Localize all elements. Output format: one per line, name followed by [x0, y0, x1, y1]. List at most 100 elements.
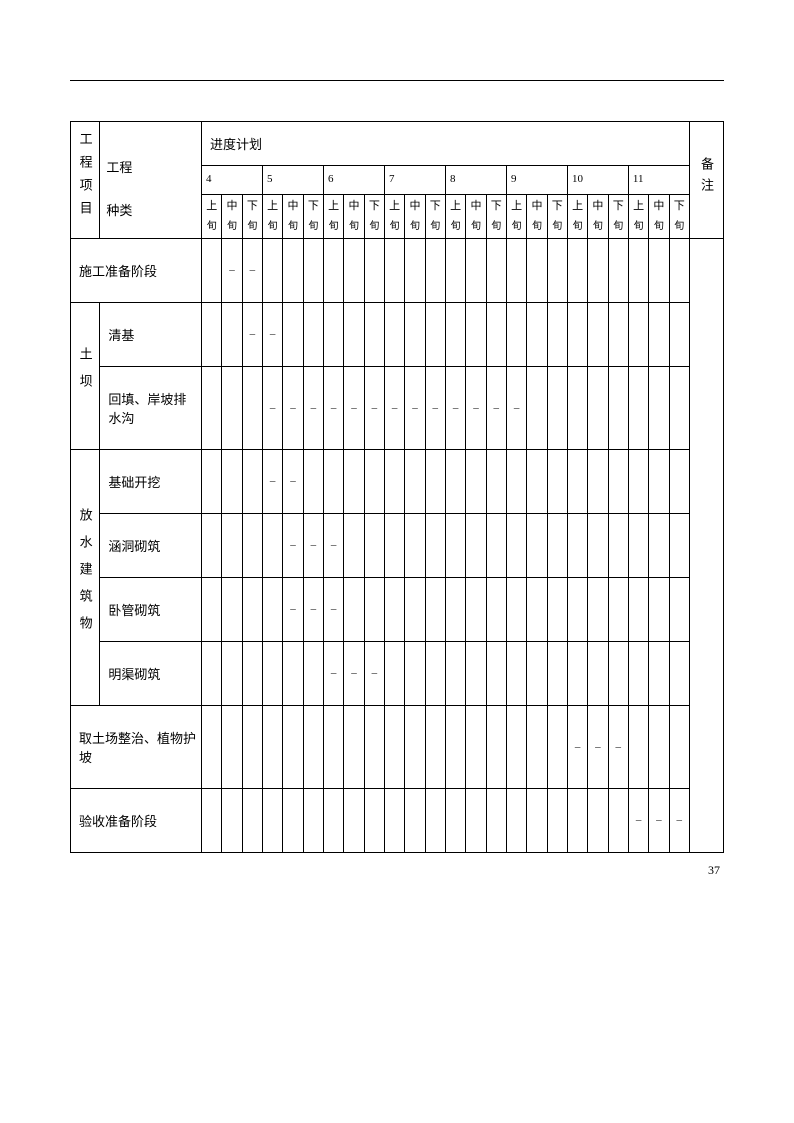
gantt-cell: [445, 642, 465, 706]
month-header: 11: [628, 166, 689, 195]
gantt-cell: [242, 514, 262, 578]
gantt-cell: [222, 303, 242, 367]
type-label: 清基: [100, 303, 202, 367]
gantt-cell: [567, 642, 587, 706]
gantt-cell: [242, 367, 262, 450]
gantt-cell: [527, 514, 547, 578]
gantt-cell: [506, 239, 526, 303]
xun-header: 上旬: [202, 194, 222, 238]
gantt-cell: [344, 514, 364, 578]
gantt-cell: [547, 239, 567, 303]
gantt-cell: [384, 514, 404, 578]
gantt-cell: –: [283, 450, 303, 514]
gantt-cell: [344, 706, 364, 789]
gantt-cell: [567, 450, 587, 514]
gantt-cell: [547, 706, 567, 789]
gantt-cell: [608, 642, 628, 706]
xun-header: 下旬: [608, 194, 628, 238]
gantt-cell: [324, 239, 344, 303]
gantt-cell: [466, 450, 486, 514]
gantt-cell: [405, 706, 425, 789]
gantt-cell: [608, 367, 628, 450]
gantt-cell: [263, 239, 283, 303]
gantt-cell: [608, 789, 628, 853]
gantt-cell: [384, 706, 404, 789]
month-header: 5: [263, 166, 324, 195]
month-header: 7: [384, 166, 445, 195]
gantt-cell: –: [669, 789, 689, 853]
xun-header: 上旬: [628, 194, 648, 238]
gantt-cell: [263, 789, 283, 853]
xun-header: 中旬: [344, 194, 364, 238]
gantt-cell: [628, 450, 648, 514]
gantt-cell: [202, 239, 222, 303]
gantt-cell: –: [567, 706, 587, 789]
gantt-cell: [344, 239, 364, 303]
gantt-cell: [567, 367, 587, 450]
gantt-cell: [425, 706, 445, 789]
gantt-cell: [567, 514, 587, 578]
gantt-cell: –: [364, 367, 384, 450]
gantt-cell: –: [384, 367, 404, 450]
gantt-cell: –: [628, 789, 648, 853]
gantt-cell: [628, 706, 648, 789]
gantt-cell: [547, 789, 567, 853]
gantt-cell: [263, 514, 283, 578]
xun-header: 下旬: [486, 194, 506, 238]
gantt-cell: –: [283, 578, 303, 642]
gantt-cell: [344, 303, 364, 367]
gantt-cell: –: [445, 367, 465, 450]
gantt-cell: [466, 706, 486, 789]
gantt-cell: [324, 450, 344, 514]
row-label: 取土场整治、植物护坡: [71, 706, 202, 789]
gantt-cell: [202, 514, 222, 578]
gantt-cell: [628, 514, 648, 578]
gantt-cell: [649, 706, 669, 789]
gantt-cell: [364, 514, 384, 578]
gantt-cell: –: [283, 514, 303, 578]
xun-header: 中旬: [527, 194, 547, 238]
gantt-cell: [649, 239, 669, 303]
gantt-cell: [669, 367, 689, 450]
project-label: 土坝: [71, 303, 100, 450]
gantt-cell: [588, 789, 608, 853]
gantt-cell: [649, 514, 669, 578]
remark-cell: [689, 239, 723, 853]
schedule-table: 工程项目工程种类进度计划备注4567891011上旬中旬下旬上旬中旬下旬上旬中旬…: [70, 121, 724, 853]
gantt-cell: [202, 367, 222, 450]
gantt-cell: [283, 706, 303, 789]
gantt-cell: [202, 642, 222, 706]
gantt-cell: –: [364, 642, 384, 706]
gantt-cell: [202, 706, 222, 789]
type-label: 涵洞砌筑: [100, 514, 202, 578]
gantt-cell: –: [303, 578, 323, 642]
xun-header: 下旬: [669, 194, 689, 238]
gantt-cell: [486, 303, 506, 367]
gantt-cell: [527, 303, 547, 367]
gantt-cell: [222, 514, 242, 578]
gantt-cell: [547, 514, 567, 578]
xun-header: 下旬: [425, 194, 445, 238]
gantt-cell: –: [303, 367, 323, 450]
gantt-cell: [384, 578, 404, 642]
gantt-cell: [445, 578, 465, 642]
gantt-cell: [506, 706, 526, 789]
page-number: 37: [70, 863, 724, 878]
gantt-cell: [425, 239, 445, 303]
gantt-cell: [384, 303, 404, 367]
gantt-cell: [527, 367, 547, 450]
gantt-cell: [202, 450, 222, 514]
gantt-cell: –: [405, 367, 425, 450]
gantt-cell: [608, 303, 628, 367]
gantt-cell: [486, 239, 506, 303]
gantt-cell: [669, 514, 689, 578]
row-label: 施工准备阶段: [71, 239, 202, 303]
gantt-cell: [669, 642, 689, 706]
gantt-cell: [628, 578, 648, 642]
gantt-cell: [486, 789, 506, 853]
gantt-cell: [567, 789, 587, 853]
xun-header: 中旬: [283, 194, 303, 238]
gantt-cell: [588, 239, 608, 303]
gantt-cell: [324, 706, 344, 789]
xun-header: 中旬: [588, 194, 608, 238]
